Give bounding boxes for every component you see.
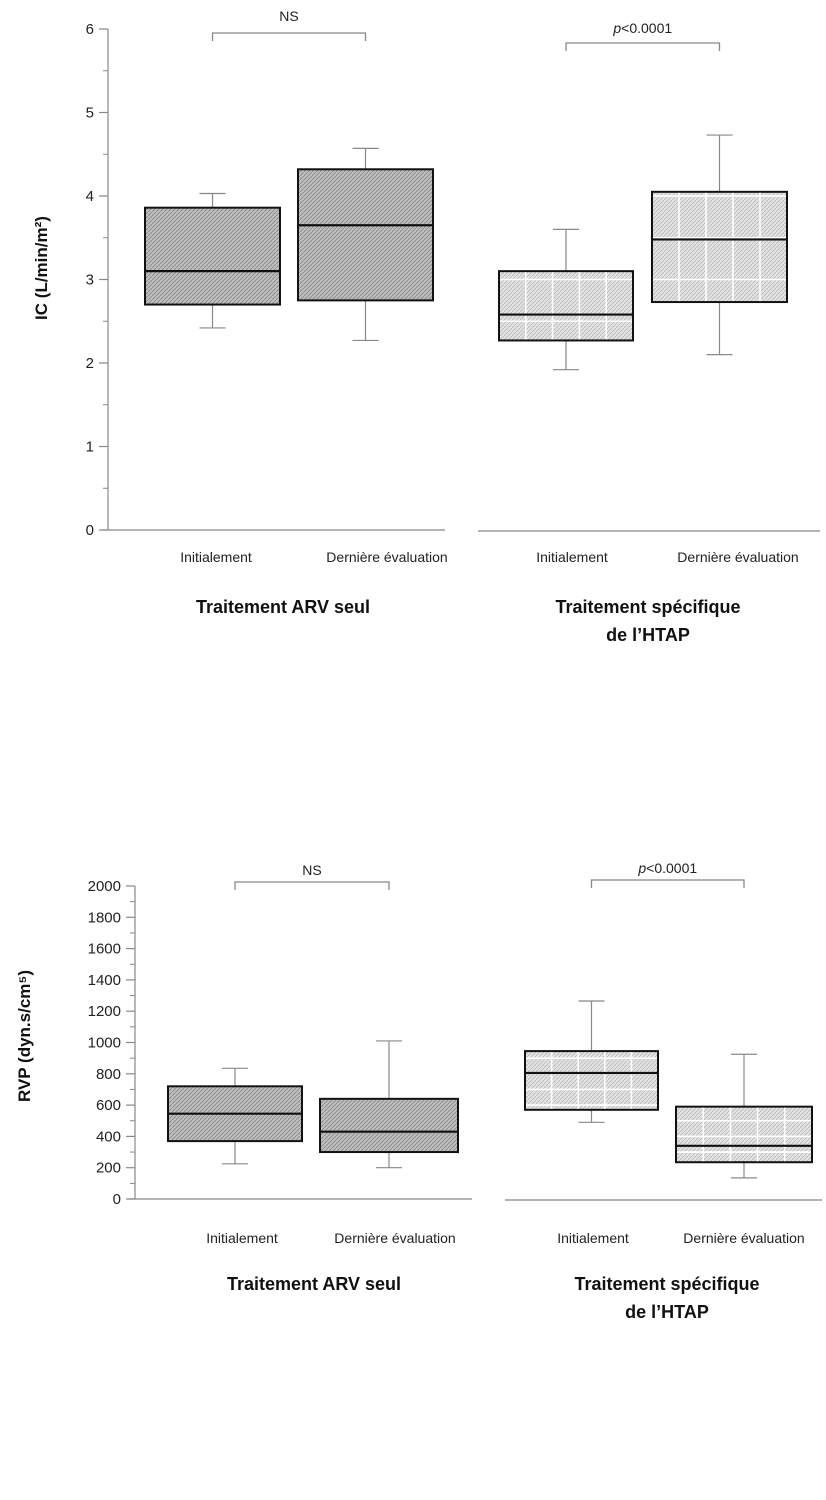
box-3	[524, 1000, 659, 1123]
chart-1: 0 1 2 3 4 5 6 IC (L/min/m²) Initialement Dernière…	[32, 8, 820, 645]
box-2	[319, 1040, 459, 1169]
y-tick-label: 2	[86, 355, 94, 372]
category-label: Initialement	[536, 549, 608, 565]
category-label: Initialement	[557, 1230, 629, 1246]
y-tick-label: 1600	[88, 941, 121, 958]
y-tick-label: 600	[96, 1097, 121, 1114]
y-tick-label: 1200	[88, 1003, 121, 1020]
box-3	[498, 228, 634, 371]
y-tick-label: 2000	[88, 878, 121, 895]
significance-bracket	[565, 42, 721, 51]
y-tick-label: 3	[86, 272, 94, 289]
y-axis-label: RVP (dyn.s/cm⁵)	[15, 970, 34, 1102]
y-tick-label: 0	[113, 1191, 121, 1208]
iqr-box	[144, 206, 281, 306]
group-label: Traitement ARV seul	[196, 597, 370, 617]
category-label: Dernière évaluation	[677, 549, 798, 565]
box-4	[651, 134, 788, 356]
box-1	[144, 192, 281, 329]
category-label: Dernière évaluation	[326, 549, 447, 565]
group-label: Traitement ARV seul	[227, 1274, 401, 1294]
significance-bracket	[234, 881, 390, 890]
iqr-box	[319, 1097, 459, 1154]
y-tick-label: 6	[86, 21, 94, 38]
significance-bracket	[590, 879, 745, 888]
significance-label: NS	[302, 862, 321, 878]
y-tick-label: 5	[86, 105, 94, 122]
chart-2: 0 200 400 600 800 1000 1200 1400 1600 1800 2000 RVP…	[15, 860, 822, 1322]
y-tick-label: 800	[96, 1066, 121, 1083]
iqr-box	[675, 1105, 813, 1164]
y-tick-label: 400	[96, 1128, 121, 1145]
iqr-box	[651, 190, 788, 304]
significance-label: p<0.0001	[637, 860, 697, 876]
group-label: Traitement spécifique de l’HTAP	[574, 1274, 759, 1322]
box-2	[297, 147, 434, 342]
y-tick-label: 1000	[88, 1035, 121, 1052]
iqr-box	[297, 168, 434, 302]
significance-label: p<0.0001	[612, 20, 672, 36]
y-tick-label: 1	[86, 439, 94, 456]
category-label: Initialement	[206, 1230, 278, 1246]
category-label: Dernière évaluation	[683, 1230, 804, 1246]
iqr-box	[498, 270, 634, 342]
significance-bracket	[211, 32, 367, 41]
group-label: Traitement spécifique de l’HTAP	[555, 597, 740, 645]
y-tick-label: 1800	[88, 909, 121, 926]
category-label: Initialement	[180, 549, 252, 565]
y-tick-label: 1400	[88, 972, 121, 989]
box-1	[167, 1067, 303, 1165]
y-axis-label: IC (L/min/m²)	[32, 216, 51, 320]
box-4	[675, 1053, 813, 1179]
y-tick-label: 4	[86, 188, 94, 205]
category-label: Dernière évaluation	[334, 1230, 455, 1246]
significance-label: NS	[279, 8, 298, 24]
iqr-box	[524, 1050, 659, 1111]
y-tick-label: 200	[96, 1160, 121, 1177]
y-tick-label: 0	[86, 522, 94, 539]
